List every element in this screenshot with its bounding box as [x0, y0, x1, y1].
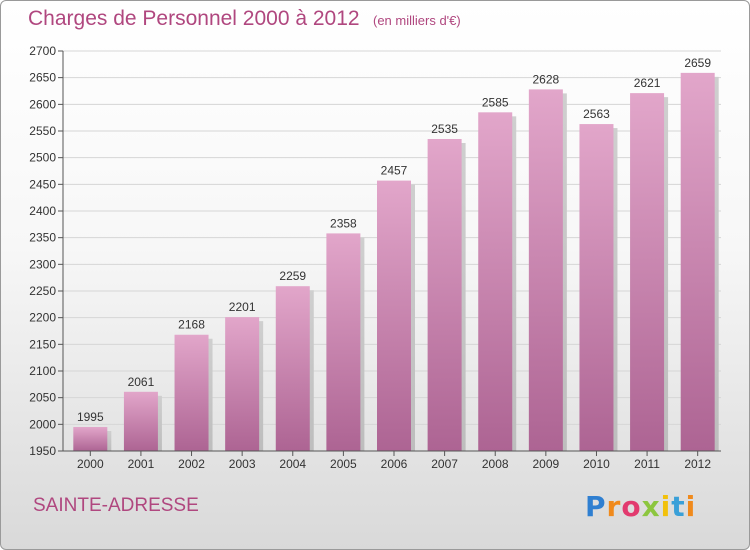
- bar-2007: [427, 139, 462, 451]
- y-tick-label: 2100: [29, 364, 56, 378]
- bar-2005: [326, 233, 361, 451]
- x-tick-label: 2000: [77, 457, 104, 471]
- y-tick-label: 2650: [29, 71, 56, 85]
- bar-2000: [73, 427, 108, 451]
- bar-2009: [528, 89, 563, 452]
- data-label: 2061: [128, 375, 155, 389]
- x-tick-label: 2001: [128, 457, 155, 471]
- bar-2012: [680, 72, 715, 451]
- bar-2008: [478, 112, 513, 451]
- y-tick-label: 2000: [29, 417, 56, 431]
- data-label: 2621: [634, 76, 661, 90]
- axes: [58, 50, 721, 456]
- x-tick-label: 2010: [583, 457, 610, 471]
- place-name: SAINTE-ADRESSE: [33, 495, 199, 516]
- x-tick-label: 2007: [431, 457, 458, 471]
- bar-2003: [225, 317, 260, 451]
- y-tick-label: 2250: [29, 284, 56, 298]
- y-tick-label: 2550: [29, 124, 56, 138]
- x-tick-label: 2004: [279, 457, 306, 471]
- y-tick-label: 2500: [29, 151, 56, 165]
- y-tick-label: 1950: [29, 444, 56, 458]
- y-tick-label: 2200: [29, 311, 56, 325]
- data-label: 2659: [684, 56, 711, 70]
- y-tick-label: 2450: [29, 177, 56, 191]
- bars: [73, 72, 719, 452]
- bar-2004: [275, 286, 310, 451]
- data-label: 2585: [482, 95, 509, 109]
- y-tick-label: 2700: [29, 44, 56, 58]
- bar-2011: [630, 93, 665, 451]
- data-label: 1995: [77, 410, 104, 424]
- data-label: 2535: [431, 122, 458, 136]
- chart-title: Charges de Personnel 2000 à 2012: [28, 7, 360, 30]
- bar-2001: [123, 391, 158, 451]
- x-tick-label: 2009: [532, 457, 559, 471]
- bar-2002: [174, 334, 209, 451]
- data-label: 2628: [532, 72, 559, 86]
- y-tick-label: 2300: [29, 257, 56, 271]
- data-label: 2563: [583, 107, 610, 121]
- y-tick-label: 2150: [29, 337, 56, 351]
- bar-2006: [377, 180, 411, 451]
- data-label: 2201: [229, 300, 256, 314]
- x-tick-label: 2005: [330, 457, 357, 471]
- bar-2010: [579, 124, 614, 452]
- proxiti-logo[interactable]: Proxiti: [585, 490, 697, 523]
- labels: 1950 2000 2050 2100 2150 2200 2250 2300 2350 2400…: [29, 44, 711, 471]
- y-tick-label: 2050: [29, 391, 56, 405]
- chart-subtitle: (en milliers d'€): [373, 13, 461, 28]
- x-tick-label: 2011: [634, 457, 660, 471]
- x-tick-label: 2002: [178, 457, 205, 471]
- x-tick-label: 2008: [482, 457, 509, 471]
- data-label: 2259: [279, 269, 306, 283]
- y-tick-label: 2600: [29, 97, 56, 111]
- data-label: 2457: [381, 164, 408, 178]
- x-tick-label: 2006: [381, 457, 408, 471]
- data-label: 2358: [330, 216, 357, 230]
- x-tick-label: 2003: [229, 457, 256, 471]
- data-label: 2168: [178, 318, 205, 332]
- x-tick-label: 2012: [684, 457, 711, 471]
- y-tick-label: 2400: [29, 204, 56, 218]
- y-tick-label: 2350: [29, 231, 56, 245]
